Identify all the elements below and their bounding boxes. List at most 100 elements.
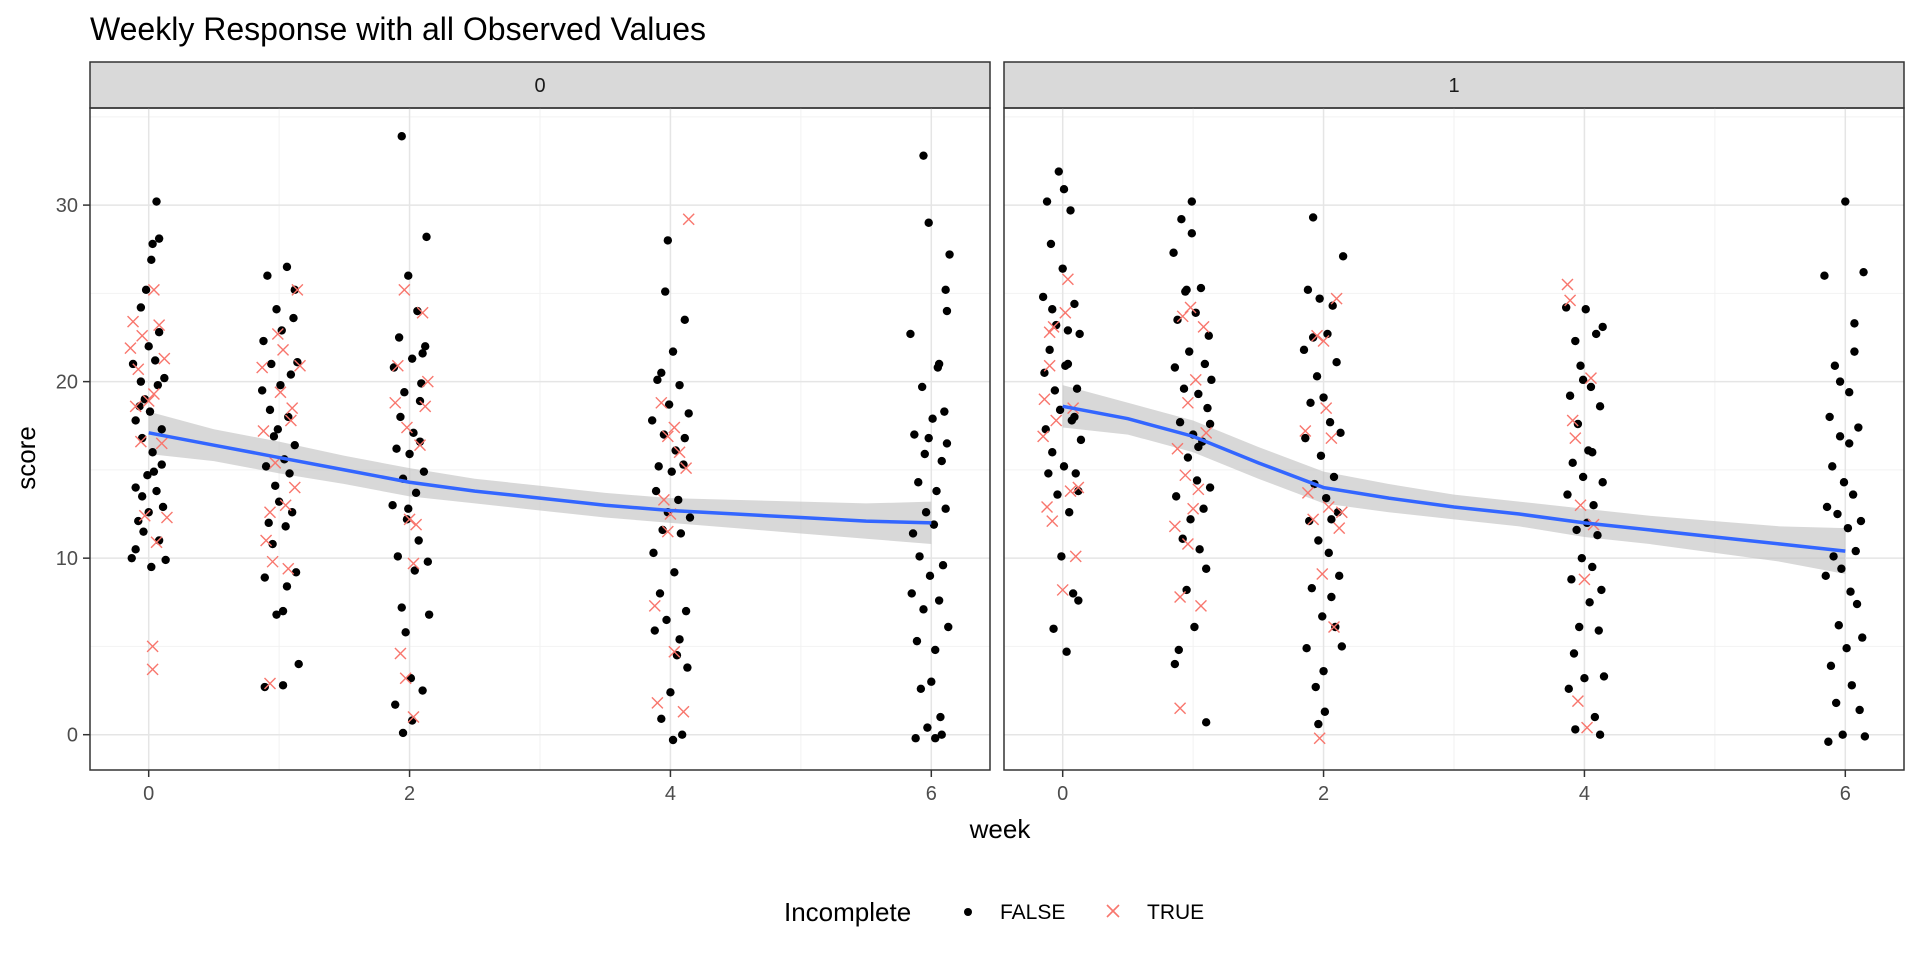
data-point-false	[1860, 732, 1870, 741]
data-point-false	[1565, 391, 1575, 400]
data-point-false	[1045, 345, 1054, 355]
data-point-false	[281, 522, 290, 531]
data-point-true	[1181, 396, 1194, 409]
data-point-false	[1175, 418, 1185, 427]
data-point-false	[1053, 490, 1062, 499]
data-point-false	[407, 354, 417, 363]
data-point-false	[1575, 622, 1584, 632]
data-point-true	[155, 437, 168, 450]
data-point-true	[1064, 485, 1077, 498]
data-point-false	[668, 347, 678, 356]
data-point-false	[410, 566, 419, 575]
data-point-false	[1058, 264, 1067, 273]
data-point-false	[1598, 322, 1607, 332]
data-point-true	[400, 421, 413, 434]
data-point-false	[139, 527, 148, 536]
data-point-false	[136, 377, 146, 386]
data-point-false	[1316, 451, 1326, 460]
data-point-false	[131, 416, 140, 425]
data-point-false	[1838, 730, 1847, 739]
data-point-false	[152, 486, 161, 496]
data-point-false	[1308, 213, 1318, 222]
data-point-false	[1843, 523, 1853, 533]
data-point-true	[277, 343, 290, 356]
data-point-false	[1299, 345, 1309, 355]
legend-key-true-cross	[1106, 904, 1120, 918]
data-point-false	[1855, 705, 1864, 715]
data-point-false	[411, 488, 421, 498]
data-point-false	[1171, 492, 1181, 501]
data-point-false	[418, 686, 427, 695]
data-point-false	[1327, 515, 1336, 524]
data-point-true	[274, 386, 287, 399]
data-point-false	[1170, 363, 1180, 372]
data-point-false	[272, 610, 281, 619]
data-point-false	[1192, 476, 1202, 485]
data-point-false	[1325, 418, 1335, 427]
legend-title: Incomplete	[784, 897, 911, 927]
data-point-false	[393, 552, 403, 561]
data-point-false	[1057, 552, 1066, 561]
data-point-false	[924, 218, 933, 227]
data-point-true	[1569, 432, 1582, 445]
data-point-false	[282, 262, 292, 272]
data-point-false	[154, 327, 164, 337]
data-point-false	[1059, 185, 1069, 194]
data-point-false	[1833, 509, 1842, 519]
data-point-true	[1581, 721, 1594, 734]
data-point-false	[674, 495, 683, 505]
data-point-false	[406, 674, 416, 683]
data-point-true	[1171, 442, 1184, 455]
data-point-false	[1062, 647, 1071, 656]
data-point-false	[152, 197, 161, 206]
data-point-false	[1327, 592, 1336, 602]
data-point-false	[937, 456, 946, 466]
y-tick-label: 30	[56, 195, 78, 217]
data-point-false	[1589, 501, 1598, 510]
data-point-false	[908, 529, 918, 538]
data-point-false	[1314, 719, 1323, 729]
data-point-false	[388, 501, 397, 510]
data-point-false	[1065, 508, 1074, 517]
data-point-false	[1306, 398, 1315, 408]
data-point-false	[267, 359, 276, 369]
data-point-false	[1850, 347, 1859, 356]
data-point-false	[1839, 478, 1849, 487]
data-point-true	[1168, 520, 1181, 533]
data-point-false	[417, 379, 426, 388]
data-point-false	[1824, 737, 1833, 746]
data-point-false	[263, 271, 272, 280]
data-point-false	[157, 460, 166, 469]
data-point-true	[416, 306, 429, 319]
data-point-true	[651, 696, 664, 709]
data-point-false	[1335, 571, 1344, 581]
data-point-false	[1059, 462, 1069, 471]
data-point-false	[1174, 645, 1183, 655]
data-point-false	[668, 735, 678, 745]
data-point-false	[1042, 197, 1052, 206]
data-point-true	[132, 363, 145, 376]
data-point-false	[137, 492, 147, 501]
data-point-false	[1075, 329, 1084, 339]
data-point-true	[1330, 292, 1343, 305]
data-point-false	[1321, 493, 1331, 503]
data-point-false	[1050, 386, 1060, 395]
data-point-true	[1566, 414, 1579, 427]
data-point-false	[1063, 326, 1073, 335]
data-point-false	[1187, 197, 1197, 206]
data-point-false	[1044, 469, 1053, 478]
data-point-false	[928, 414, 937, 423]
data-point-true	[146, 663, 159, 676]
data-point-false	[1318, 612, 1327, 621]
data-point-false	[1040, 368, 1049, 377]
data-point-false	[278, 606, 288, 616]
data-point-true	[1072, 481, 1085, 494]
data-point-true	[391, 359, 404, 372]
data-point-false	[154, 234, 164, 243]
data-point-false	[1319, 666, 1328, 676]
data-point-false	[418, 349, 427, 358]
data-point-true	[1038, 393, 1051, 406]
data-point-false	[145, 407, 155, 416]
data-point-false	[1576, 361, 1585, 370]
